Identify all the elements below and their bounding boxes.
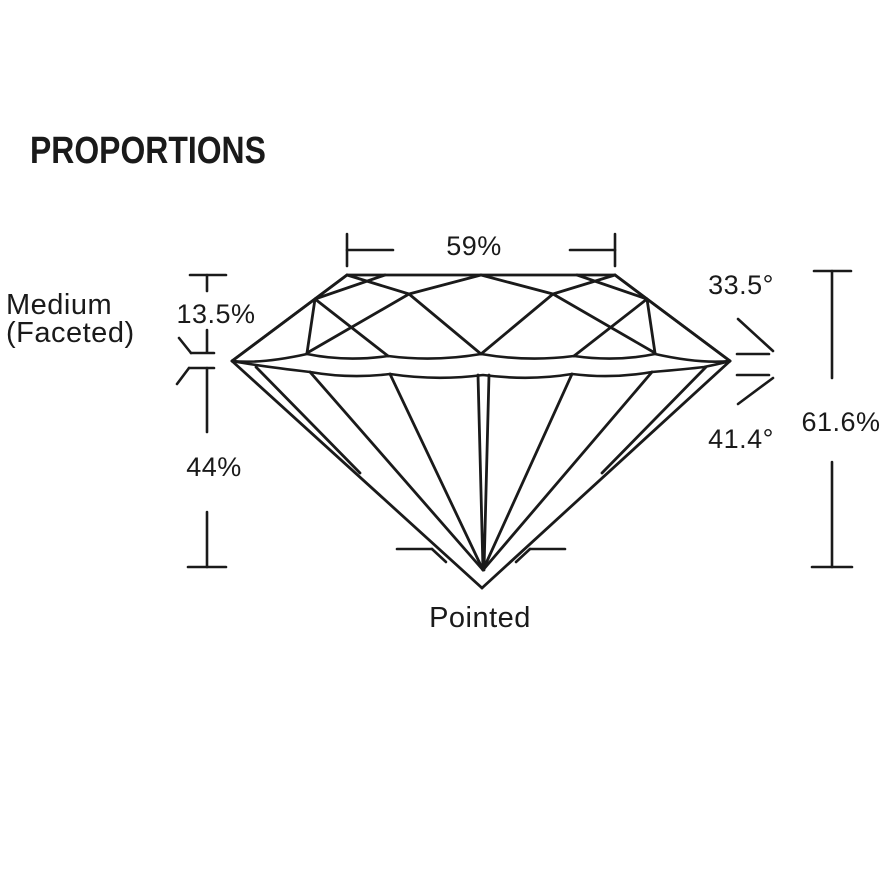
page-title: PROPORTIONS bbox=[30, 130, 266, 172]
crown-angle-label: 33.5° bbox=[708, 270, 774, 300]
girdle-bottom-flare bbox=[175, 366, 191, 386]
facet-line bbox=[613, 273, 649, 301]
facet-line bbox=[230, 297, 317, 363]
facet-line bbox=[479, 292, 555, 356]
facet-line bbox=[481, 372, 574, 572]
facet-line bbox=[313, 273, 349, 301]
facet-line bbox=[645, 297, 657, 355]
girdle-pointer-lower-diagonal bbox=[736, 376, 775, 406]
facet-line bbox=[482, 373, 491, 572]
facet-line bbox=[388, 372, 485, 572]
facet-line bbox=[551, 273, 617, 296]
total-depth-column bbox=[810, 269, 854, 569]
facet-line bbox=[407, 273, 483, 296]
facet-line bbox=[254, 365, 362, 475]
culet-label: Pointed bbox=[429, 602, 531, 634]
girdle-top-flare bbox=[177, 336, 193, 355]
pavilion-silhouette-left bbox=[230, 359, 484, 590]
girdle-bottom-edge bbox=[230, 359, 732, 380]
pavilion-facets bbox=[254, 365, 708, 572]
facet-line bbox=[313, 273, 387, 301]
pavilion-silhouette-right bbox=[480, 359, 732, 590]
left-dimension-column bbox=[175, 273, 228, 569]
total-depth-label: 61.6% bbox=[801, 407, 881, 437]
facet-line bbox=[645, 297, 732, 363]
table-percent-label: 59% bbox=[446, 231, 502, 261]
facet-line bbox=[345, 273, 411, 296]
facet-line bbox=[575, 273, 649, 301]
facet-line bbox=[476, 373, 485, 572]
culet-mark-left-flare bbox=[430, 547, 448, 564]
facet-line bbox=[305, 292, 411, 355]
girdle-thickness-line1: Medium bbox=[6, 289, 113, 321]
girdle-thickness-label: Medium (Faceted) bbox=[6, 289, 135, 349]
facet-line bbox=[481, 370, 654, 572]
dimension-marks bbox=[175, 232, 854, 569]
facet-line bbox=[551, 292, 657, 355]
facet-line bbox=[572, 297, 649, 358]
crown-height-label: 13.5% bbox=[176, 299, 256, 329]
girdle-thickness-line2: (Faceted) bbox=[6, 317, 135, 349]
culet-marks bbox=[395, 547, 567, 564]
pavilion-angle-label: 41.4° bbox=[708, 424, 774, 454]
girdle-pointer-marks bbox=[735, 317, 775, 406]
table-width-bracket bbox=[345, 232, 617, 268]
facet-line bbox=[479, 273, 555, 296]
girdle-edges bbox=[230, 352, 732, 380]
culet-mark-right-flare bbox=[514, 547, 532, 564]
facet-line bbox=[407, 292, 483, 356]
facet-line bbox=[600, 365, 708, 475]
girdle-pointer-upper-diagonal bbox=[736, 317, 775, 353]
facet-line bbox=[308, 370, 485, 572]
facet-line bbox=[305, 297, 317, 355]
pavilion-depth-label: 44% bbox=[186, 452, 242, 482]
crown-facets bbox=[230, 273, 732, 363]
